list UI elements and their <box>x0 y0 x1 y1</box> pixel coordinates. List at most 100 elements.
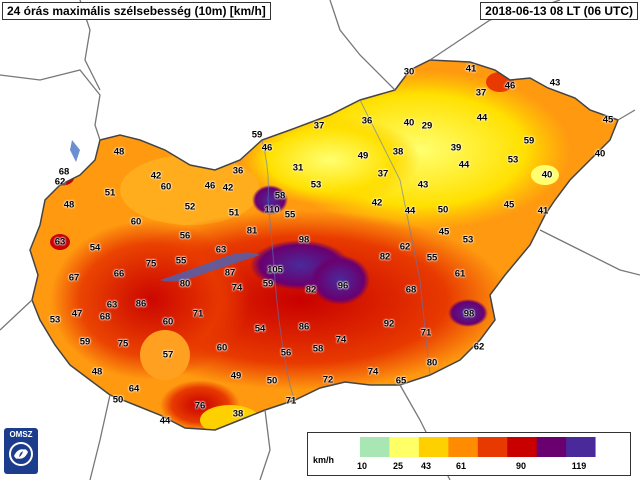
station-value: 74 <box>367 366 379 378</box>
station-value: 53 <box>507 154 519 166</box>
legend-color-swatch <box>595 437 625 457</box>
station-value: 44 <box>404 205 416 217</box>
station-value: 61 <box>454 268 466 280</box>
station-value: 49 <box>230 370 242 382</box>
legend-color-swatch <box>418 437 449 457</box>
station-value: 92 <box>383 318 395 330</box>
station-value: 48 <box>113 146 125 158</box>
station-value: 63 <box>215 244 227 256</box>
station-value: 48 <box>91 366 103 378</box>
station-value: 87 <box>224 267 236 279</box>
station-value: 46 <box>504 80 516 92</box>
station-value: 53 <box>49 314 61 326</box>
station-value: 59 <box>251 129 263 141</box>
station-value: 51 <box>228 207 240 219</box>
station-value: 59 <box>79 336 91 348</box>
station-value: 38 <box>392 146 404 158</box>
station-value: 59 <box>262 278 274 290</box>
legend-tick-label: 25 <box>392 461 404 471</box>
station-value: 63 <box>54 236 66 248</box>
station-value: 54 <box>89 242 101 254</box>
station-value: 68 <box>405 284 417 296</box>
station-value: 38 <box>232 408 244 420</box>
station-value: 44 <box>476 112 488 124</box>
station-value: 50 <box>437 204 449 216</box>
station-value: 71 <box>192 308 204 320</box>
station-value: 74 <box>231 282 243 294</box>
station-value: 40 <box>541 169 553 181</box>
station-value: 74 <box>335 334 347 346</box>
station-value: 43 <box>549 77 561 89</box>
legend-color-swatch <box>536 437 567 457</box>
station-value: 64 <box>128 383 140 395</box>
station-value: 66 <box>113 268 125 280</box>
station-value: 42 <box>371 197 383 209</box>
legend-color-swatch <box>507 437 538 457</box>
station-value: 58 <box>274 190 286 202</box>
station-value: 80 <box>179 278 191 290</box>
station-value: 41 <box>537 205 549 217</box>
station-value: 36 <box>232 165 244 177</box>
station-value: 75 <box>145 258 157 270</box>
legend-color-swatch <box>360 437 390 457</box>
station-value: 60 <box>130 216 142 228</box>
station-value: 37 <box>313 120 325 132</box>
station-value: 62 <box>473 341 485 353</box>
station-value: 60 <box>160 181 172 193</box>
legend-tick-label: 119 <box>571 461 587 471</box>
station-value: 55 <box>284 209 296 221</box>
station-value: 37 <box>475 87 487 99</box>
station-value: 40 <box>403 117 415 129</box>
legend-tick-label: 90 <box>515 461 527 471</box>
station-value: 60 <box>162 316 174 328</box>
station-value: 42 <box>150 170 162 182</box>
station-value: 81 <box>246 225 258 237</box>
legend-color-bar <box>360 437 625 457</box>
legend-color-swatch <box>566 437 597 457</box>
station-value: 68 <box>58 166 70 178</box>
color-legend: km/h 10 25 43 61 90 119 <box>307 432 631 476</box>
water-features <box>70 99 431 401</box>
station-value: 40 <box>594 148 606 160</box>
legend-color-swatch <box>477 437 508 457</box>
station-value: 105 <box>267 264 283 276</box>
station-value: 62 <box>54 176 66 188</box>
station-value: 53 <box>462 234 474 246</box>
map-timestamp: 2018-06-13 08 LT (06 UTC) <box>480 2 638 20</box>
legend-unit: km/h <box>313 455 335 465</box>
station-value: 50 <box>266 375 278 387</box>
legend-color-swatch <box>389 437 420 457</box>
station-value: 56 <box>280 347 292 359</box>
station-value: 44 <box>159 415 171 427</box>
station-value: 65 <box>395 375 407 387</box>
station-value: 50 <box>112 394 124 406</box>
station-value: 68 <box>99 311 111 323</box>
station-value: 71 <box>285 395 297 407</box>
station-value: 98 <box>298 234 310 246</box>
map-title: 24 órás maximális szélsebesség (10m) [km… <box>2 2 271 20</box>
station-value: 30 <box>403 66 415 78</box>
station-value: 51 <box>104 187 116 199</box>
station-value: 56 <box>179 230 191 242</box>
country-border <box>29 59 619 431</box>
legend-color-swatch <box>448 437 479 457</box>
station-value: 48 <box>63 199 75 211</box>
station-value: 52 <box>184 201 196 213</box>
station-value: 44 <box>458 159 470 171</box>
station-value: 82 <box>379 251 391 263</box>
station-value: 45 <box>503 199 515 211</box>
station-value: 71 <box>420 327 432 339</box>
station-value: 62 <box>399 241 411 253</box>
legend-tick-label: 10 <box>356 461 368 471</box>
station-value: 96 <box>337 280 349 292</box>
station-value: 80 <box>426 357 438 369</box>
station-value: 54 <box>254 323 266 335</box>
station-value: 43 <box>417 179 429 191</box>
station-value: 110 <box>264 204 280 216</box>
omsz-logo-icon <box>9 442 33 466</box>
station-value: 46 <box>261 142 273 154</box>
station-value: 63 <box>106 299 118 311</box>
station-value: 42 <box>222 182 234 194</box>
